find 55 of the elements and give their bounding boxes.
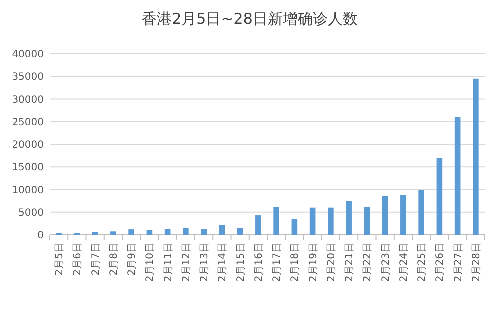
y-tick-label: 25000: [12, 117, 44, 128]
x-tick-label: 2月16日: [254, 243, 265, 282]
bar: [454, 117, 461, 235]
x-tick-label: 2月9日: [127, 243, 138, 276]
x-tick-label: 2月26日: [435, 243, 446, 282]
x-tick-label: 2月14日: [218, 243, 229, 282]
x-tick-label: 2月19日: [308, 243, 320, 282]
y-tick-label: 40000: [12, 50, 44, 60]
x-tick-label: 2月23日: [380, 243, 392, 282]
x-tick-label: 2月5日: [54, 243, 66, 276]
bar: [110, 232, 116, 235]
bar: [346, 201, 352, 235]
chart-title: 香港2月5日~28日新增确诊人数: [142, 10, 358, 28]
bar: [436, 158, 443, 235]
x-tick-label: 2月7日: [90, 243, 102, 276]
y-tick-label: 15000: [12, 162, 44, 174]
x-tick-label: 2月12日: [181, 243, 192, 282]
bar: [418, 190, 424, 235]
x-tick-label: 2月15日: [236, 243, 247, 282]
y-tick-label: 0: [38, 230, 44, 242]
x-tick-label: 2月22日: [362, 243, 374, 282]
y-tick-label: 5000: [18, 208, 44, 219]
bar: [219, 225, 226, 235]
y-tick-label: 30000: [12, 94, 44, 106]
y-tick-label: 20000: [12, 140, 44, 151]
bar: [201, 229, 207, 235]
x-tick-label: 2月21日: [344, 243, 356, 282]
x-tick-label: 2月18日: [290, 243, 302, 282]
bar: [128, 230, 134, 235]
bar: [183, 228, 189, 235]
bar: [328, 208, 334, 235]
bar: [382, 196, 388, 235]
x-tick-label: 2月27日: [453, 243, 464, 282]
x-tick-label: 2月10日: [145, 243, 156, 282]
bar: [274, 207, 280, 235]
bar: [256, 216, 262, 235]
bar: [164, 229, 171, 235]
bar: [473, 78, 479, 235]
bar: [292, 219, 298, 235]
x-tick-label: 2月17日: [272, 243, 284, 282]
x-tick-label: 2月6日: [72, 243, 84, 276]
x-tick-label: 2月11日: [163, 243, 174, 282]
bar: [146, 230, 153, 235]
y-tick-label: 10000: [12, 185, 44, 196]
bar: [237, 228, 244, 235]
bar: [310, 208, 316, 235]
x-tick-label: 2月28日: [471, 243, 482, 282]
y-tick-label: 35000: [12, 72, 44, 84]
x-tick-label: 2月13日: [200, 243, 211, 282]
x-tick-label: 2月20日: [326, 243, 338, 282]
x-tick-label: 2月25日: [417, 243, 428, 282]
x-tick-label: 2月24日: [398, 243, 410, 282]
bar: [364, 207, 370, 235]
x-tick-label: 2月8日: [108, 243, 120, 276]
bar: [400, 195, 406, 235]
